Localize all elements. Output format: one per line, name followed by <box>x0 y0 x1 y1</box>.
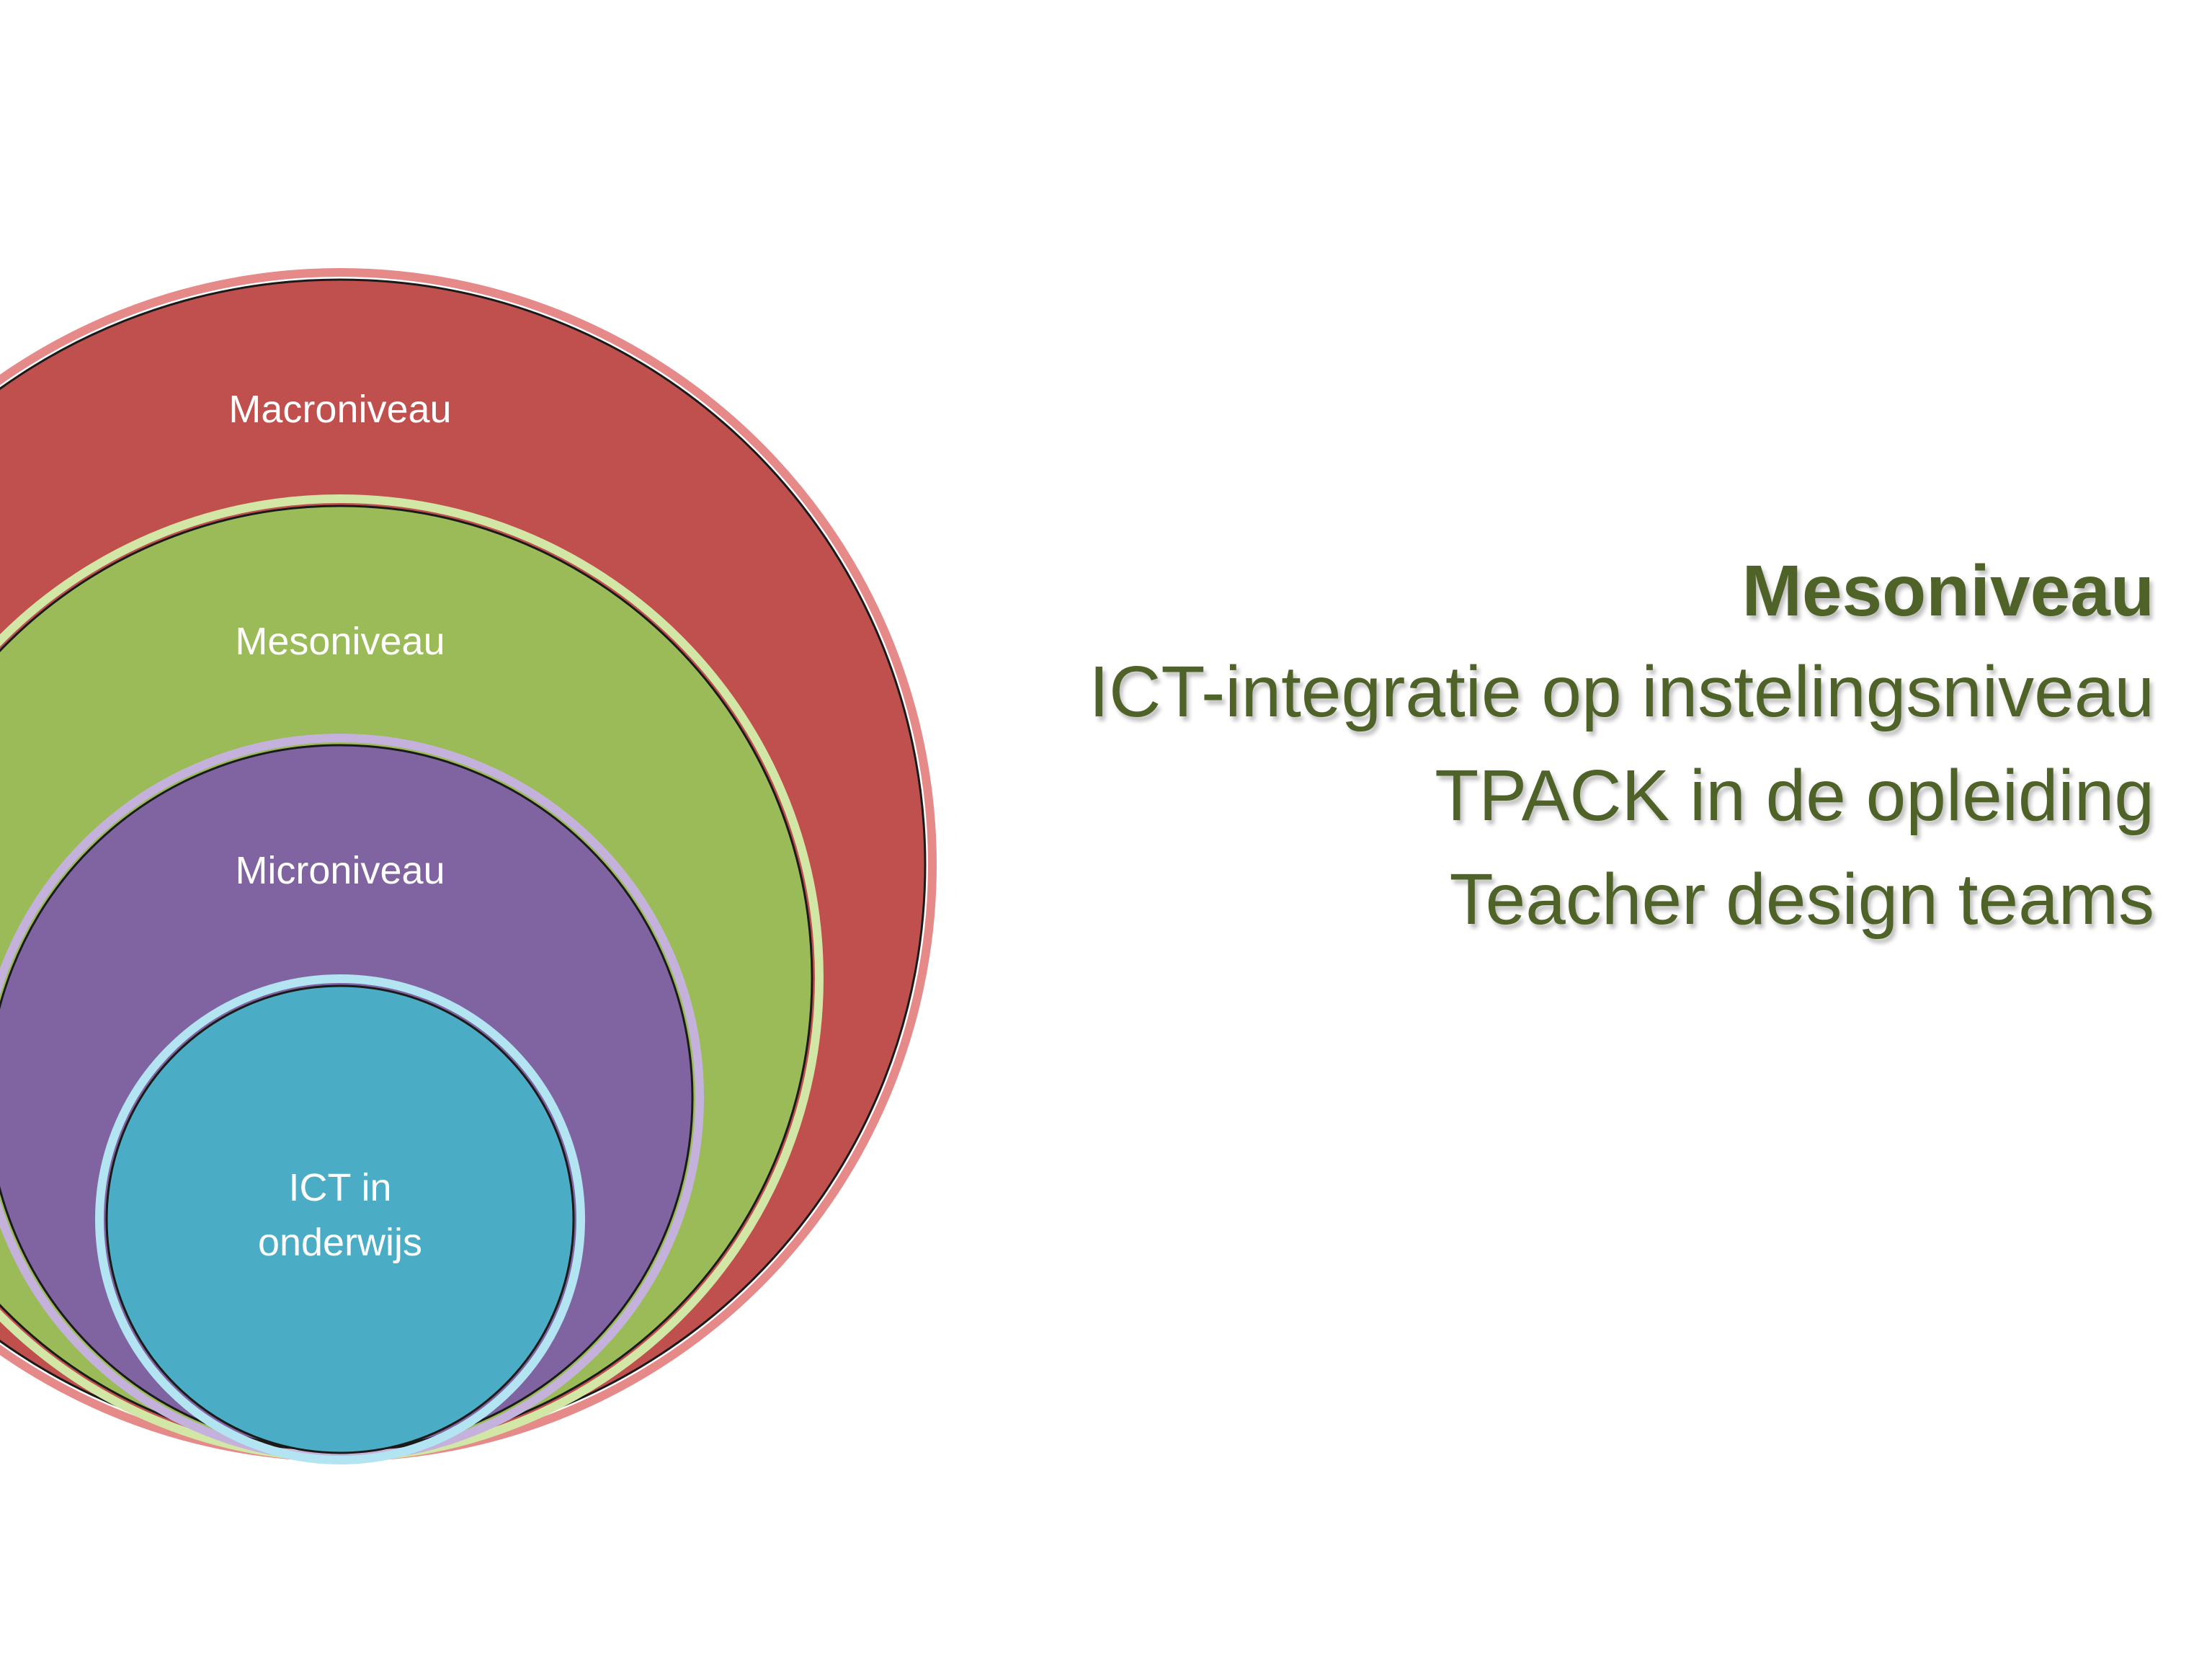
description-line: Teacher design teams <box>1449 859 2154 940</box>
core-circle-rim <box>95 974 585 1464</box>
core-circle <box>95 974 585 1464</box>
meso-label: Mesoniveau <box>235 620 445 663</box>
core-circle-body <box>105 984 575 1454</box>
description-line: ICT-integratie op instelingsniveau <box>1089 651 2154 732</box>
macro-label: Macroniveau <box>228 388 452 431</box>
description-text-block: Mesoniveau ICT-integratie op instelingsn… <box>857 548 2154 951</box>
core-label: ICT in onderwijs <box>257 1166 423 1264</box>
level-heading: Mesoniveau <box>1741 551 2154 631</box>
micro-label: Microniveau <box>235 849 445 892</box>
description-line: TPACK in de opleiding <box>1435 755 2154 836</box>
